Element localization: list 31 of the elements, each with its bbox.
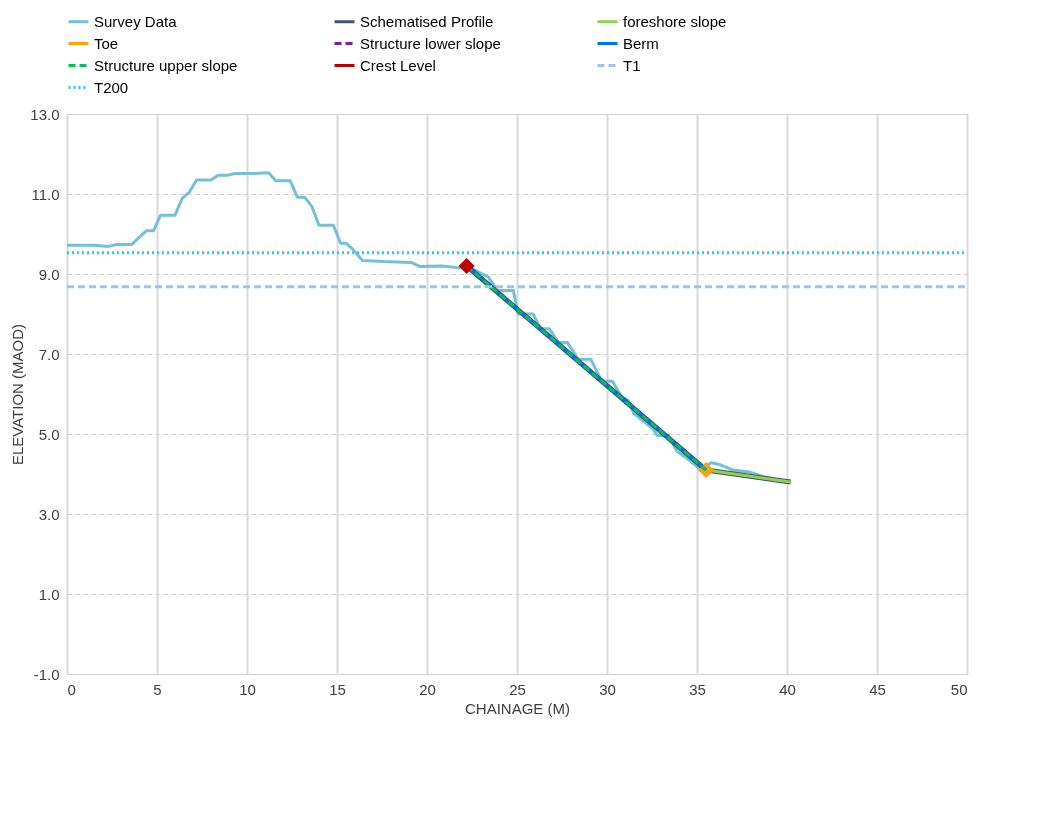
x-tick-label: 30 (599, 680, 616, 698)
x-tick-label: 25 (509, 680, 526, 698)
x-tick-label: 35 (689, 680, 706, 698)
x-tick-label: 0 (67, 680, 76, 698)
legend-label: Crest Level (360, 56, 436, 74)
x-tick-label: 15 (329, 680, 346, 698)
y-tick-label: 3.0 (38, 505, 60, 523)
legend-label: foreshore slope (623, 12, 727, 30)
x-tick-label: 20 (419, 680, 436, 698)
x-tick-label: 10 (239, 680, 256, 698)
legend-label: Berm (623, 34, 659, 52)
x-tick-label: 45 (869, 680, 886, 698)
legend-label: Schematised Profile (360, 12, 494, 30)
y-tick-label: 7.0 (38, 345, 60, 363)
y-axis-title: ELEVATION (MAOD) (9, 323, 27, 466)
legend-label: Structure lower slope (360, 34, 501, 52)
y-tick-label: -1.0 (33, 665, 60, 683)
x-tick-label: 5 (153, 680, 162, 698)
y-tick-label: 9.0 (38, 265, 60, 283)
y-tick-label: 5.0 (38, 425, 60, 443)
legend-label: Toe (94, 34, 119, 52)
legend-label: T1 (623, 56, 641, 74)
x-tick-label: 40 (779, 680, 796, 698)
legend-label: T200 (94, 78, 129, 96)
y-tick-label: 1.0 (38, 585, 60, 603)
legend-label: Survey Data (94, 12, 178, 30)
x-tick-label: 50 (950, 680, 968, 698)
y-tick-label: 11.0 (31, 185, 60, 203)
x-axis-title: CHAINAGE (M) (465, 699, 570, 717)
legend-label: Structure upper slope (94, 56, 238, 74)
y-tick-label: 13.0 (30, 105, 60, 123)
